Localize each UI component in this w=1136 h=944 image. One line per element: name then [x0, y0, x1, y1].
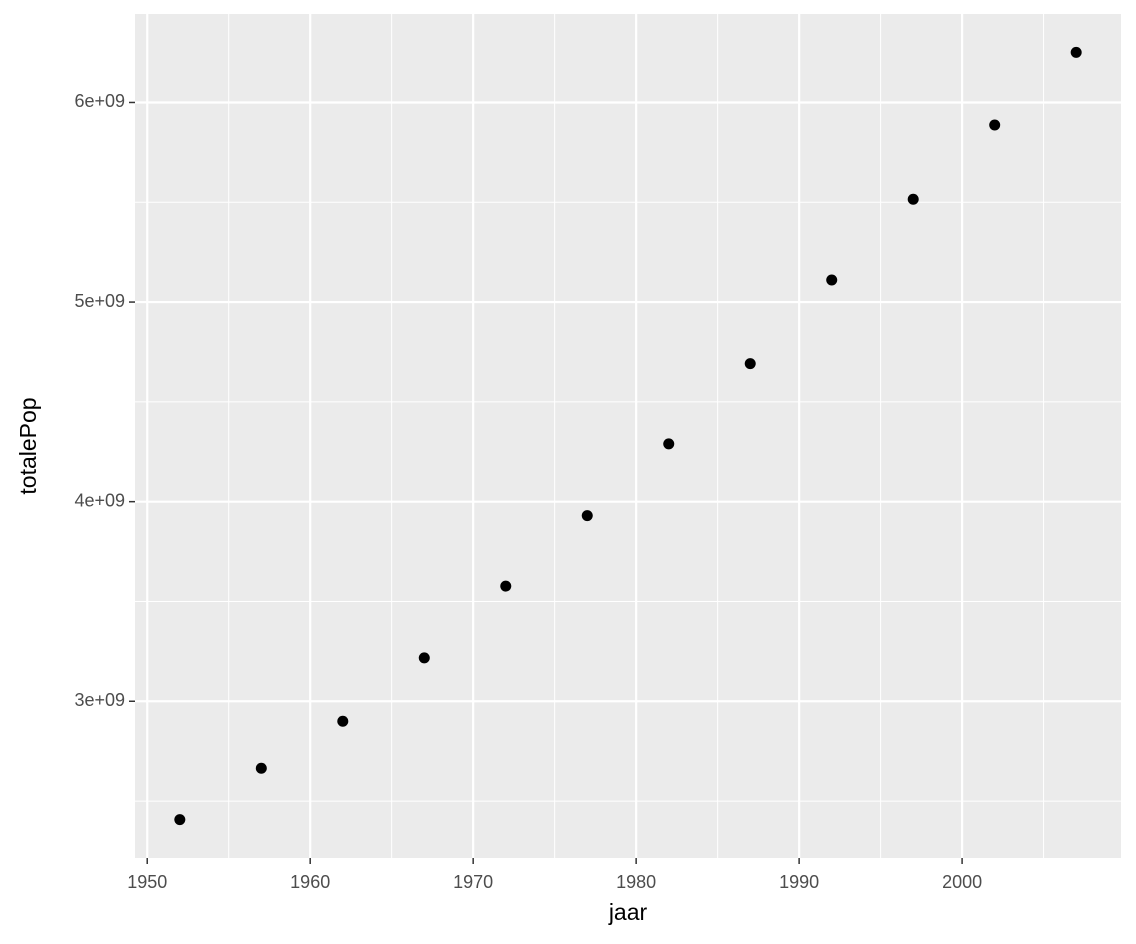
x-axis-title: jaar	[608, 899, 648, 925]
point	[581, 510, 593, 522]
panel	[135, 14, 1121, 858]
point	[744, 358, 756, 370]
x-tick-label: 1970	[453, 872, 493, 892]
point	[989, 119, 1001, 131]
x-tick-label: 1960	[290, 872, 330, 892]
point	[907, 193, 919, 205]
x-tick-label: 2000	[942, 872, 982, 892]
point	[337, 715, 349, 727]
y-axis-title: totalePop	[15, 397, 41, 494]
y-tick-label: 6e+09	[74, 91, 125, 111]
y-tick-label: 4e+09	[74, 490, 125, 510]
y-tick-label: 5e+09	[74, 291, 125, 311]
y-tick-label: 3e+09	[74, 690, 125, 710]
x-tick-label: 1950	[127, 872, 167, 892]
x-tick-label: 1980	[616, 872, 656, 892]
point	[1070, 46, 1082, 58]
point	[418, 652, 430, 664]
point	[826, 274, 838, 286]
point	[663, 438, 675, 450]
point	[500, 580, 512, 592]
point	[255, 762, 267, 774]
x-tick-label: 1990	[779, 872, 819, 892]
point	[174, 814, 186, 826]
